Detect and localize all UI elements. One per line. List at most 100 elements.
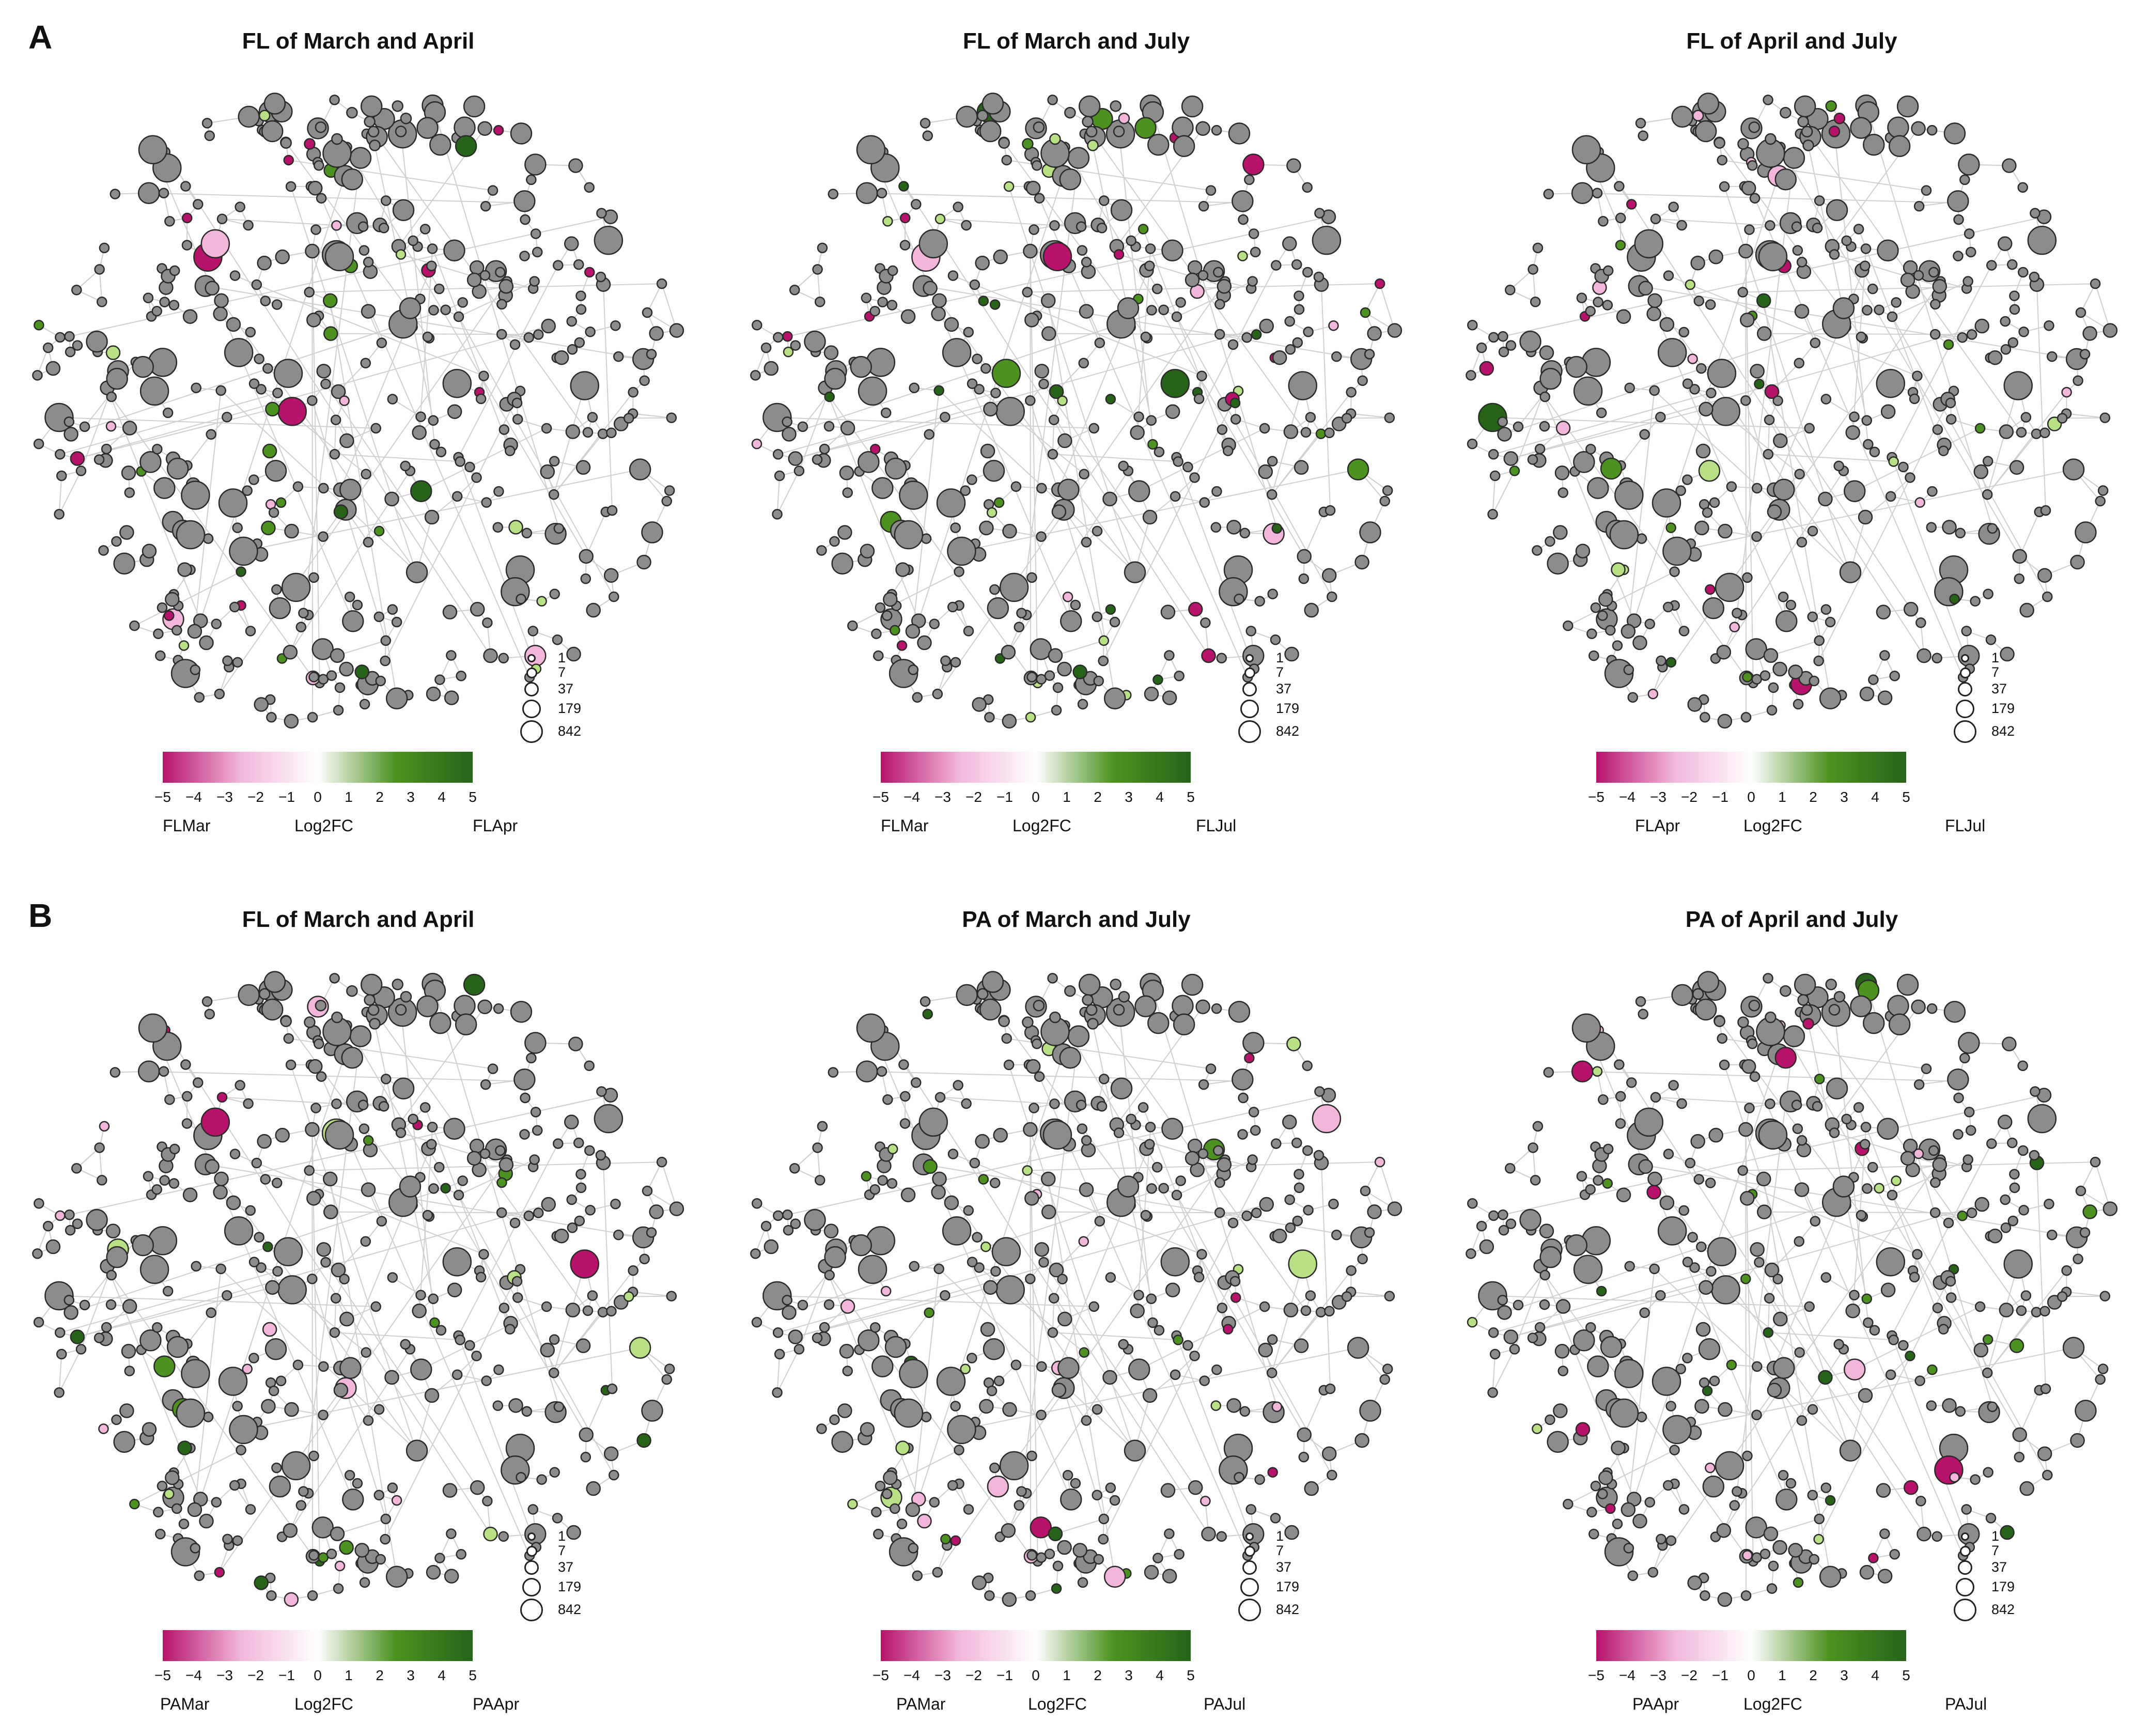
network-node [334,1384,348,1397]
network-node [350,1026,371,1047]
network-node [1548,553,1568,574]
network-node [1314,272,1323,282]
network-node [1624,665,1633,674]
network-node [1106,605,1115,614]
network-node [464,96,485,117]
network-node [567,1195,577,1204]
network-node [266,1281,279,1294]
network-node [954,203,963,212]
network-node [930,619,939,629]
network-node [428,1122,437,1132]
network-node [385,1371,398,1384]
network-node [230,271,240,280]
network-node [428,244,437,253]
network-node [813,265,822,274]
network-node [913,693,922,702]
colorbar-tick-label: −2 [1681,789,1697,805]
network-node [1593,189,1602,198]
network-node [569,1037,582,1051]
network-node [1663,537,1691,565]
network-node [243,1365,252,1374]
colorbar-tick-label: 3 [407,1667,415,1684]
network-node [396,1004,406,1015]
network-node [1535,444,1545,454]
network-node [1901,273,1914,287]
network-node [434,284,444,293]
network-node [858,452,879,472]
network-node [1768,505,1781,519]
network-node [317,1072,326,1081]
colorbar-tick-label: 3 [1125,789,1133,805]
size-legend-circle [520,720,543,743]
network-node [1049,649,1062,662]
network-node [791,341,800,350]
network-node [195,1571,204,1580]
network-edge [1868,112,1992,529]
network-node [1904,602,1918,616]
network-node [580,1428,593,1442]
network-node [1601,458,1622,479]
network-node [165,216,174,226]
network-node [1161,606,1175,619]
network-node [1200,498,1209,507]
network-node [790,285,799,295]
network-node [1099,196,1109,205]
network-node [985,712,994,722]
network-edge [1628,391,1655,631]
network-node [1388,324,1401,337]
network-node [1927,487,1937,496]
network-node [375,612,384,622]
network-node [443,369,471,397]
size-legend-value: 1 [558,1528,566,1544]
network-node [662,497,672,506]
network-node [1299,574,1308,583]
network-node [1660,318,1674,331]
network-node [1303,183,1312,192]
network-node [574,260,583,269]
network-node [71,1330,84,1344]
right-group-label: FLJul [1945,816,1985,835]
size-legend-circle [1958,682,1972,696]
network-node [1197,371,1206,381]
network-node [495,268,505,277]
network-node [1691,256,1705,270]
network-node [263,1242,272,1251]
network-node [313,1517,333,1538]
network-node [872,478,893,499]
network-node [416,1291,425,1300]
network-node [1888,117,1908,138]
network-node [1760,671,1770,680]
network-edge [554,385,585,494]
network-node [783,332,792,341]
colorbar-tick-label: 1 [1063,789,1071,805]
network-node [531,1107,540,1117]
network-node [1863,440,1873,449]
network-node [657,1157,666,1167]
network-node [480,1149,490,1158]
network-node [670,1202,683,1216]
network-node [1003,524,1016,538]
network-node [566,425,580,439]
size-legend-circle [1954,720,1976,743]
network-node [1797,257,1806,267]
network-node [597,209,606,218]
network-node [1860,261,1869,271]
network-node [1975,424,1985,433]
network-node [1862,416,1872,425]
network-node [752,439,761,448]
network-node [1773,479,1794,500]
network-node [550,1468,559,1477]
network-node [311,1103,320,1112]
network-node [1786,600,1796,610]
network-node [1971,597,1980,606]
network-node [178,1441,192,1454]
network-node [386,688,407,709]
network-node [1739,244,1752,258]
network-edge [1177,281,1253,317]
network-node [1811,338,1820,348]
network-node [667,1292,676,1301]
colorbar-tick-label: −5 [154,789,171,805]
network-node [1342,413,1351,423]
network-node [488,186,497,195]
